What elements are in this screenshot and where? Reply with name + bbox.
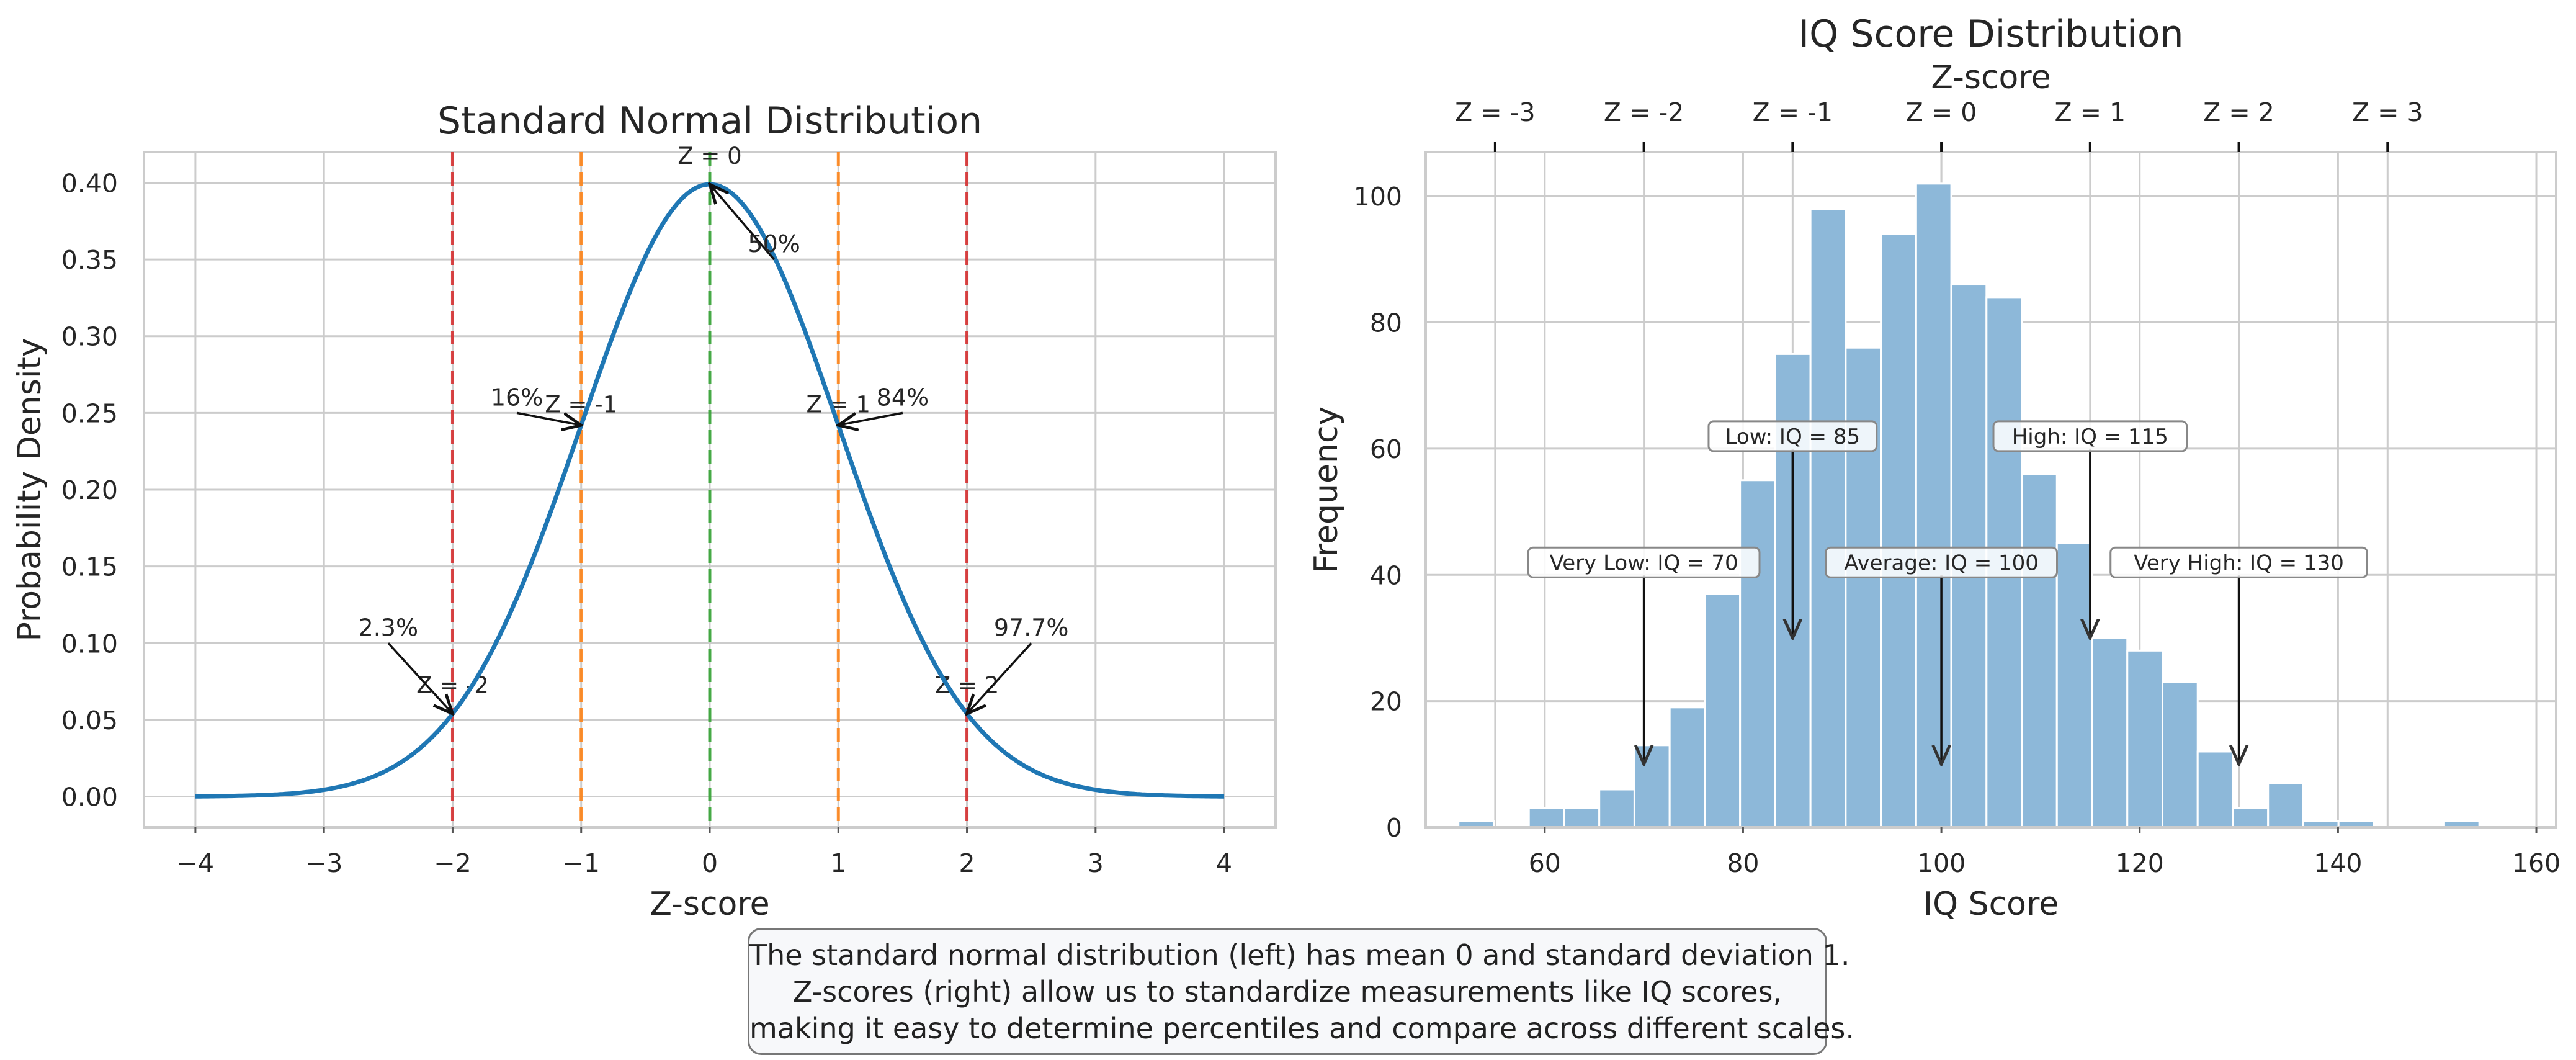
left-vline-label: Z = 0: [678, 143, 741, 169]
histogram-bar: [1704, 593, 1742, 829]
right-plot-frame: [1424, 151, 2557, 829]
left-x-tick-label: −4: [177, 848, 214, 878]
left-y-tick-label: 0.10: [61, 629, 118, 658]
left-y-axis-label: Probability Density: [11, 338, 48, 641]
right-annotation-box: [2109, 546, 2368, 578]
right-y-tick-label: 0: [1386, 813, 1402, 843]
right-top-tick-label: Z = 2: [2203, 97, 2274, 127]
left-x-axis-label: Z-score: [650, 886, 769, 923]
histogram-bar: [2126, 649, 2163, 829]
histogram-bar: [1845, 346, 1882, 829]
left-x-tick-label: 0: [702, 848, 718, 878]
histogram-bar: [2091, 637, 2129, 829]
right-x-tick-label: 100: [1917, 848, 1966, 878]
histogram-bar: [1915, 182, 1952, 829]
histogram-bar: [1527, 807, 1565, 829]
left-chart: −4 −3 −2 −1 0 1 2 3 4 0.00 0.05 0.10 0.15 0.20 0.25 0.3…: [11, 99, 1277, 923]
histogram-bar: [1668, 706, 1706, 829]
right-top-tick-label: Z = -2: [1604, 97, 1684, 127]
right-y-tick-label: 40: [1370, 560, 1402, 590]
histogram-bar: [1598, 788, 1635, 829]
right-annotation-label: Very Low: IQ = 70: [1550, 550, 1738, 575]
left-annotation-arrow: [387, 642, 453, 714]
histogram-bar: [1739, 479, 1776, 829]
left-vline-label: Z = 1: [807, 392, 870, 418]
right-annotation-box: [1825, 546, 2058, 578]
caption-box: The standard normal distribution (left) …: [748, 928, 1854, 1055]
left-x-tick-label: 1: [830, 848, 846, 878]
left-annotation-arrow: [967, 642, 1032, 714]
right-top-tick-label: Z = 3: [2352, 97, 2423, 127]
right-annotation-box: [1992, 420, 2188, 452]
right-top-axis-label: Z-score: [1931, 59, 2051, 96]
left-x-tick-label: 4: [1216, 848, 1232, 878]
histogram-bar: [2021, 473, 2058, 829]
histogram-bar: [1633, 744, 1671, 829]
right-x-tick-label: 80: [1727, 848, 1759, 878]
left-y-tick-label: 0.05: [61, 706, 118, 735]
right-x-tick-label: 60: [1529, 848, 1561, 878]
right-top-tick-label: Z = 0: [1906, 97, 1977, 127]
left-x-tick-label: −1: [563, 848, 600, 878]
left-y-tick-label: 0.35: [61, 245, 118, 275]
histogram-bar: [1563, 807, 1601, 829]
left-x-tick-label: −2: [434, 848, 471, 878]
caption-line-2: Z-scores (right) allow us to standardize…: [792, 975, 1782, 1008]
right-y-tick-label: 80: [1370, 308, 1402, 338]
right-y-tick-label: 100: [1354, 182, 1402, 212]
left-y-tick-label: 0.40: [61, 168, 118, 198]
right-x-tick-label: 120: [2116, 848, 2164, 878]
right-y-tick-label: 20: [1370, 687, 1402, 717]
histogram-bar: [1880, 233, 1917, 829]
left-y-tick-label: 0.20: [61, 475, 118, 505]
left-x-tick-label: 2: [959, 848, 975, 878]
left-y-tick-label: 0.00: [61, 783, 118, 812]
caption-line-1: The standard normal distribution (left) …: [749, 938, 1850, 972]
right-y-tick-label: 60: [1370, 434, 1402, 464]
right-x-tick-label: 160: [2512, 848, 2560, 878]
histogram-bar: [1809, 208, 1847, 829]
left-vline-label: Z = -1: [545, 392, 617, 418]
left-y-tick-label: 0.15: [61, 552, 118, 582]
right-annotation-box: [1707, 420, 1878, 452]
right-chart-title: IQ Score Distribution: [1798, 12, 2183, 56]
left-x-tick-label: −3: [305, 848, 342, 878]
left-annotation-arrow: [516, 411, 581, 425]
right-top-tick-label: Z = 1: [2055, 97, 2126, 127]
left-chart-title: Standard Normal Distribution: [437, 99, 982, 143]
left-annotation-arrow: [710, 184, 775, 261]
left-x-tick-label: 3: [1088, 848, 1104, 878]
right-x-tick-label: 140: [2314, 848, 2362, 878]
histogram-bar: [2161, 681, 2199, 829]
right-x-axis-label: IQ Score: [1923, 886, 2059, 923]
histogram-bar: [2267, 782, 2304, 829]
right-annotation-label: Very High: IQ = 130: [2134, 550, 2344, 575]
left-annotation-label: 97.7%: [994, 614, 1069, 641]
left-y-tick-label: 0.30: [61, 322, 118, 352]
left-annotation-arrow: [838, 411, 903, 425]
right-annotation-box: [1527, 546, 1761, 578]
left-vline-label: Z = 2: [935, 672, 999, 699]
right-chart: 60 80 100 120 140 160 0 20 40 60 80 100 Z = -3 Z = -2…: [1308, 12, 2560, 923]
right-top-tick-label: Z = -1: [1753, 97, 1833, 127]
left-annotation-label: 50%: [748, 230, 800, 258]
histogram-bar: [2232, 807, 2270, 829]
right-annotation-label: Low: IQ = 85: [1725, 424, 1861, 449]
left-annotation-label: 16%: [491, 384, 543, 411]
caption-line-3: making it easy to determine percentiles …: [749, 1012, 1854, 1045]
right-annotation-label: Average: IQ = 100: [1844, 550, 2039, 575]
left-y-tick-label: 0.25: [61, 398, 118, 428]
left-annotation-label: 84%: [877, 384, 929, 411]
left-annotation-label: 2.3%: [359, 614, 419, 641]
right-top-tick-label: Z = -3: [1455, 97, 1535, 127]
histogram-bar: [2055, 542, 2093, 829]
histogram-bar: [2196, 750, 2234, 829]
right-y-axis-label: Frequency: [1308, 406, 1345, 573]
right-annotation-label: High: IQ = 115: [2012, 424, 2168, 449]
